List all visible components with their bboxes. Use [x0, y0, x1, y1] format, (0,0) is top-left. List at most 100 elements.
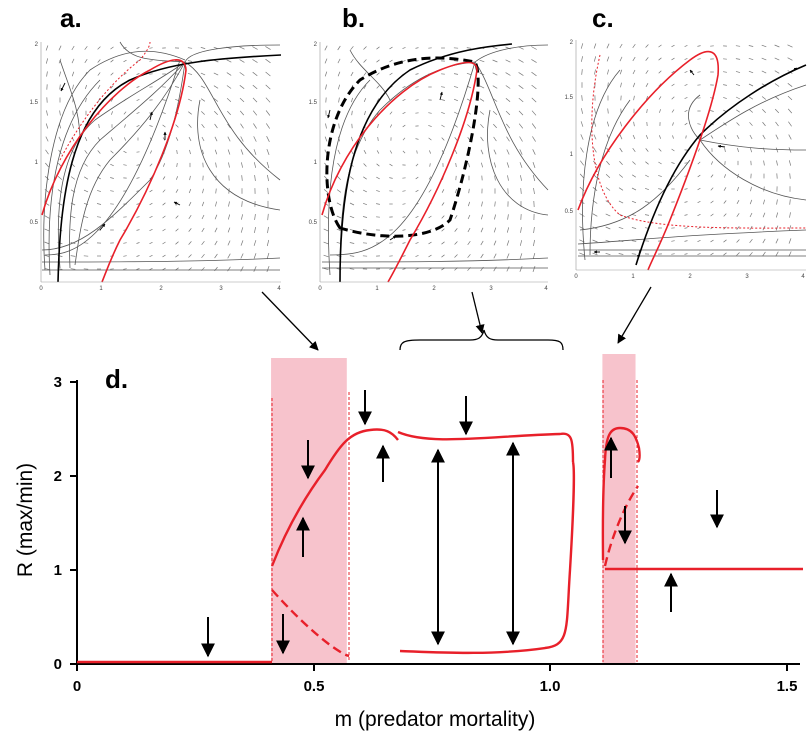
vector-arrow — [606, 121, 610, 127]
vector-arrow — [697, 58, 701, 60]
vector-arrow — [188, 228, 192, 232]
vector-arrow — [710, 161, 714, 165]
vector-arrow — [519, 266, 523, 272]
vector-arrow — [789, 173, 791, 179]
vector-arrow — [580, 121, 584, 127]
vector-arrow — [671, 83, 675, 87]
vector-arrow — [402, 242, 406, 244]
vector-arrow — [376, 163, 380, 167]
vector-arrow — [44, 189, 50, 193]
vector-arrow — [253, 162, 257, 168]
vector-arrow — [188, 111, 192, 115]
vector-arrow — [763, 186, 765, 192]
vector-arrow — [645, 57, 649, 61]
vector-arrow — [632, 174, 636, 178]
d-x-axis-label: m (predator mortality) — [335, 708, 536, 731]
vector-arrow — [454, 215, 458, 219]
vector-arrow — [531, 97, 537, 103]
vector-arrow — [227, 240, 231, 246]
vector-arrow — [697, 161, 701, 165]
vector-arrow — [240, 227, 244, 233]
panel-a-ytick: 1.5 — [30, 100, 39, 106]
vector-arrow — [748, 45, 754, 47]
vector-arrow — [533, 226, 535, 234]
vector-arrow — [619, 161, 623, 165]
d-tick-marks — [70, 381, 788, 671]
panel-b-label: b. — [342, 3, 365, 33]
vector-arrow — [323, 254, 329, 258]
vector-arrow — [239, 97, 245, 103]
vector-arrow — [441, 228, 445, 232]
vector-arrow — [736, 186, 740, 192]
vector-arrow — [776, 160, 778, 166]
vector-arrow — [481, 201, 483, 207]
vector-arrow — [136, 216, 140, 218]
vector-arrow — [338, 123, 340, 129]
vector-arrow — [189, 149, 191, 155]
vector-arrow — [762, 212, 766, 218]
vector-arrow — [376, 176, 380, 180]
vector-arrow — [788, 238, 792, 244]
vector-arrow — [377, 124, 379, 128]
vector-arrow — [428, 267, 432, 271]
vector-arrow — [402, 86, 406, 88]
vector-arrow — [645, 174, 649, 178]
vector-arrow — [175, 124, 179, 128]
vector-arrow — [788, 225, 792, 231]
vector-arrow — [697, 213, 701, 217]
panel-a-nullclines — [57, 54, 282, 283]
panel-a-red-dashed — [59, 41, 151, 161]
d-unstable-branches — [271, 485, 639, 658]
vector-arrow — [45, 162, 49, 168]
vector-arrow — [227, 214, 231, 220]
vector-arrow — [136, 177, 140, 179]
vector-arrow — [580, 134, 584, 140]
panel-a-xtick: 1 — [99, 286, 103, 292]
vector-arrow — [506, 162, 510, 168]
panel-b-ytick: 0.5 — [309, 220, 318, 226]
vector-arrow — [453, 60, 459, 62]
panel-c-ytick: 1 — [570, 152, 574, 158]
vector-arrow — [136, 99, 140, 101]
vector-arrow — [505, 72, 511, 76]
vector-arrow — [84, 176, 88, 180]
vector-arrow — [350, 176, 354, 180]
vector-arrow — [479, 59, 485, 63]
vector-arrow — [631, 253, 637, 255]
vector-arrow — [71, 58, 75, 64]
panel-c-xtick: 2 — [688, 274, 692, 280]
vector-arrow — [149, 125, 153, 127]
vector-arrow — [579, 252, 585, 256]
vector-arrow — [253, 253, 257, 259]
vector-arrow — [658, 188, 662, 190]
vector-arrow — [428, 112, 432, 114]
vector-arrow — [788, 160, 792, 166]
vector-arrow — [252, 71, 258, 77]
vector-arrow — [389, 124, 393, 128]
vector-arrow — [631, 200, 637, 204]
panel-a-ytick: 2 — [35, 42, 39, 48]
vector-arrow — [415, 60, 419, 62]
vector-arrow — [605, 200, 611, 204]
d-curve-right-lobe — [601, 426, 641, 561]
vector-arrow — [83, 189, 89, 193]
vector-arrow — [454, 149, 458, 155]
vector-arrow — [620, 121, 622, 127]
vector-arrow — [518, 123, 524, 129]
vector-arrow — [658, 57, 662, 61]
vector-arrow — [748, 83, 754, 87]
vector-arrow — [349, 202, 355, 206]
panel-a-ytick: 0.5 — [30, 220, 39, 226]
panel-a-xtick: 4 — [277, 286, 281, 292]
vector-arrow — [606, 56, 610, 62]
vector-arrow — [532, 174, 536, 182]
vector-arrow — [351, 97, 353, 103]
vector-arrow — [337, 71, 341, 77]
vector-arrow — [632, 56, 636, 62]
vector-arrow — [775, 147, 779, 153]
vector-arrow — [402, 216, 406, 218]
vector-arrow — [631, 227, 637, 229]
panel-b-xtick: 2 — [432, 286, 436, 292]
vector-arrow — [123, 255, 127, 257]
vector-arrow — [389, 46, 393, 50]
